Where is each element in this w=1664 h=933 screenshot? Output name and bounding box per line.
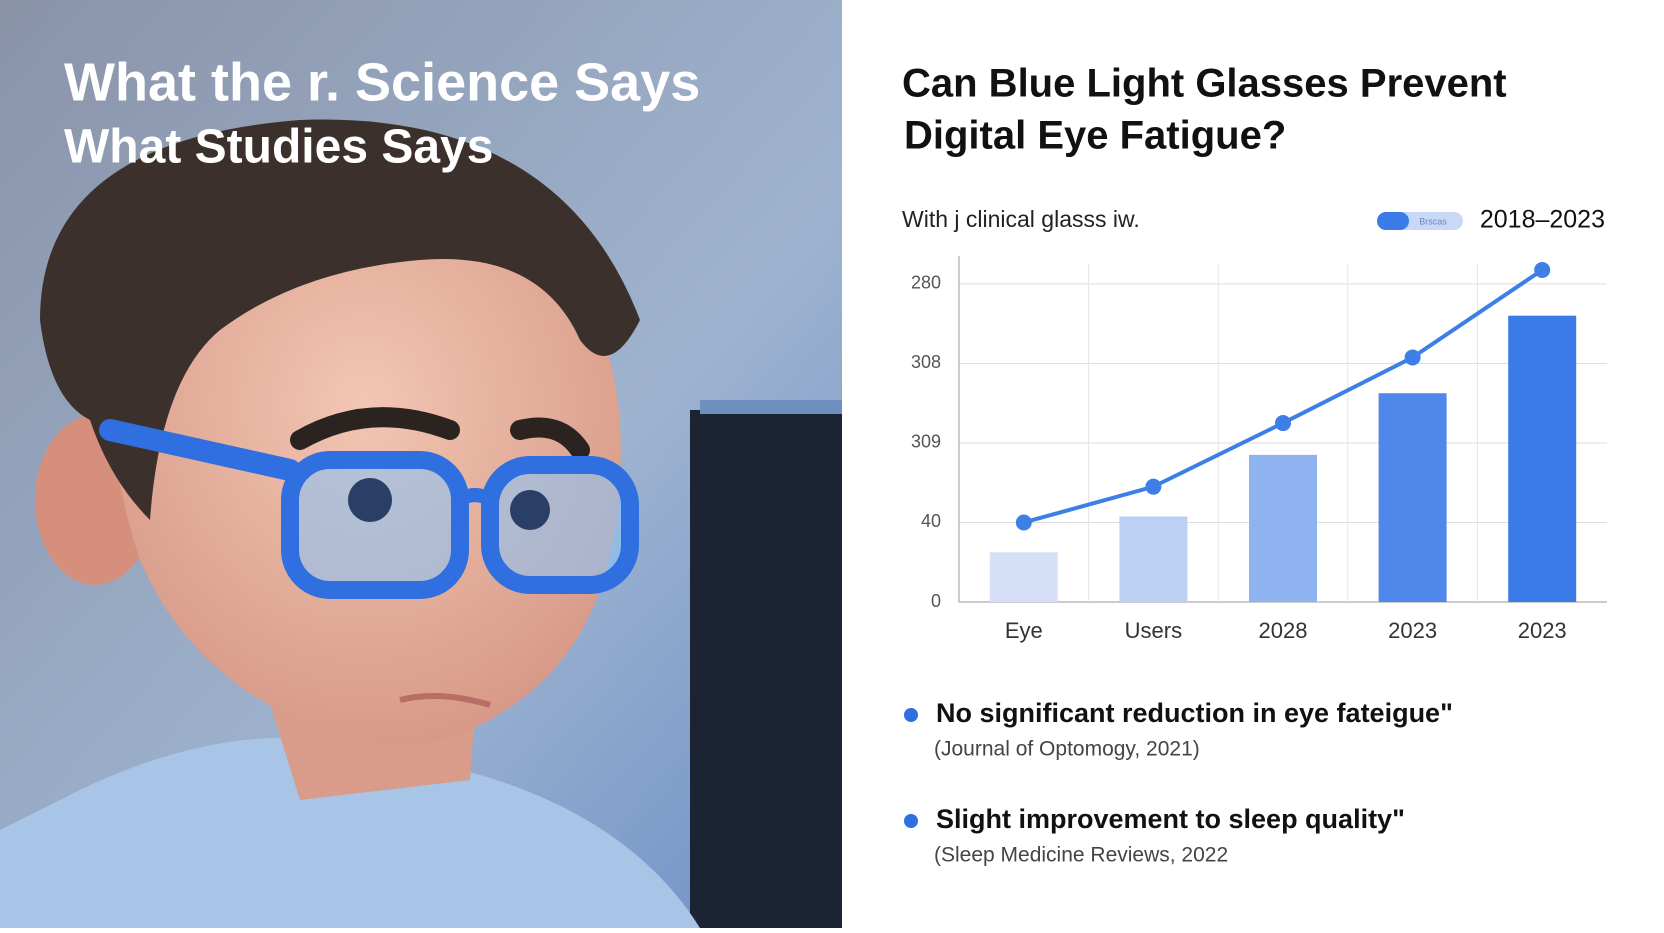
bullet-dot — [904, 814, 918, 828]
bar — [1378, 393, 1447, 602]
legend-label: Brscas — [1419, 216, 1447, 226]
x-tick-label: Eye — [1005, 618, 1043, 643]
bullet-source: (Journal of Optomogy, 2021) — [934, 738, 1200, 761]
chart-title: Can Blue Light Glasses Prevent — [902, 62, 1507, 106]
line-point — [1404, 349, 1421, 366]
y-tick-label: 308 — [911, 352, 941, 372]
y-tick-label: 309 — [911, 432, 941, 452]
headline: What the r. Science Says — [64, 52, 700, 112]
line-point — [1145, 478, 1162, 495]
bullet-source: (Sleep Medicine Reviews, 2022 — [934, 844, 1228, 867]
y-tick-label: 280 — [911, 273, 941, 293]
x-tick-label: Users — [1125, 618, 1182, 643]
bullets: No significant reduction in eye fateigue… — [904, 698, 1453, 867]
line-point — [1015, 514, 1032, 531]
bullet-text: No significant reduction in eye fateigue… — [936, 698, 1453, 728]
bullet-dot — [904, 708, 918, 722]
x-tick-label: 2028 — [1259, 618, 1308, 643]
y-tick-label: 0 — [931, 591, 941, 611]
line-point — [1534, 261, 1551, 278]
bar — [1508, 315, 1577, 602]
chart-title: Digital Eye Fatigue? — [904, 114, 1286, 158]
x-tick-label: 2023 — [1518, 618, 1567, 643]
legend-swatch — [1377, 212, 1409, 230]
bar — [1249, 454, 1317, 602]
bullet-text: Slight improvement to sleep quality" — [936, 804, 1405, 834]
line-point — [1275, 415, 1291, 432]
x-tick-label: 2023 — [1388, 618, 1437, 643]
chart-subtitle: With j clinical glasss iw. — [902, 206, 1140, 232]
headline: What Studies Says — [64, 121, 493, 174]
illustration — [0, 0, 842, 928]
bar — [989, 552, 1058, 602]
bar — [1119, 516, 1188, 602]
legend-period: 2018–2023 — [1480, 206, 1605, 234]
y-tick-label: 40 — [921, 511, 941, 531]
